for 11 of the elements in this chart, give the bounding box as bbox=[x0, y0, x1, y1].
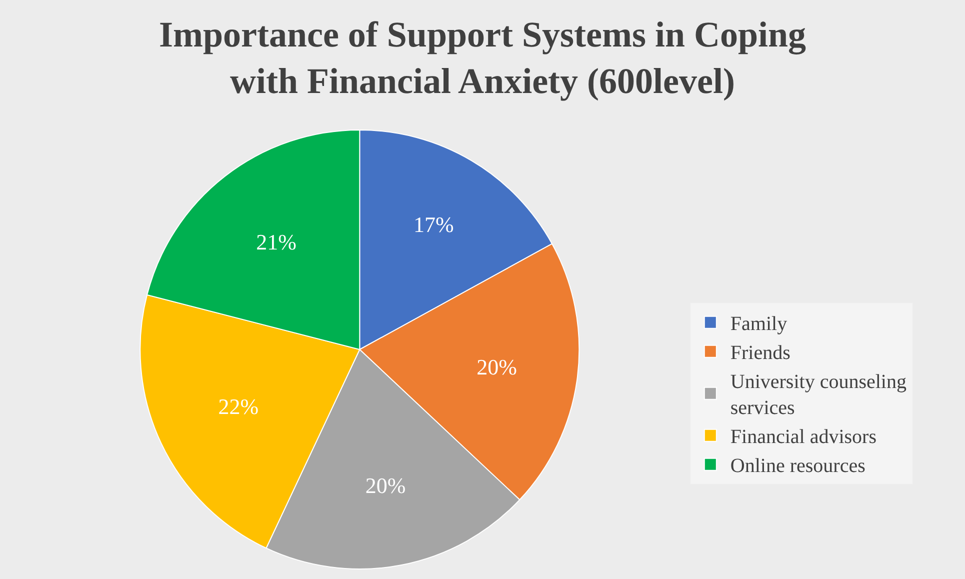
data-label: 22% bbox=[218, 394, 259, 420]
data-label: 20% bbox=[365, 472, 406, 498]
legend-label: Online resources bbox=[730, 455, 866, 478]
data-label: 17% bbox=[414, 212, 454, 237]
chart-title: Importance of Support Systems in Coping with Financial Anxiety (600level) bbox=[158, 14, 806, 102]
legend-label: University counseling services bbox=[730, 371, 906, 420]
legend-label: Family bbox=[730, 313, 788, 336]
data-label: 21% bbox=[256, 229, 296, 254]
legend-label: Friends bbox=[730, 342, 791, 364]
data-label: 20% bbox=[476, 354, 517, 380]
legend-label: Financial advisors bbox=[730, 426, 877, 448]
